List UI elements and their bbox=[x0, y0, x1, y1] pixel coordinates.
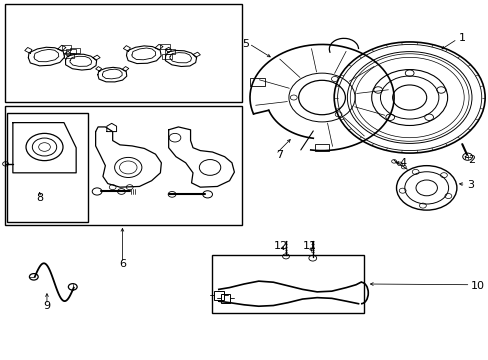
Bar bbox=[162, 54, 172, 59]
Bar bbox=[249, 78, 264, 86]
Text: 12: 12 bbox=[273, 241, 287, 251]
Bar bbox=[4, 4, 242, 102]
Bar bbox=[70, 48, 80, 53]
Bar bbox=[6, 113, 88, 222]
Text: 3: 3 bbox=[466, 180, 473, 190]
Text: 4: 4 bbox=[399, 158, 406, 168]
Bar bbox=[66, 49, 76, 54]
Bar bbox=[220, 294, 230, 303]
Bar bbox=[61, 45, 71, 50]
Bar bbox=[212, 255, 364, 314]
Text: 9: 9 bbox=[43, 301, 50, 311]
Text: 1: 1 bbox=[457, 33, 465, 43]
Text: 10: 10 bbox=[469, 281, 484, 291]
Text: 11: 11 bbox=[302, 241, 316, 251]
Text: 5: 5 bbox=[242, 39, 248, 49]
Bar bbox=[4, 107, 242, 225]
Bar bbox=[165, 49, 175, 54]
Text: 8: 8 bbox=[36, 193, 43, 203]
Text: 6: 6 bbox=[119, 259, 125, 269]
Bar bbox=[314, 144, 328, 151]
Text: 2: 2 bbox=[467, 155, 474, 165]
Bar bbox=[214, 291, 223, 300]
Bar bbox=[160, 44, 170, 49]
Bar bbox=[64, 53, 74, 58]
Text: 7: 7 bbox=[275, 150, 283, 160]
